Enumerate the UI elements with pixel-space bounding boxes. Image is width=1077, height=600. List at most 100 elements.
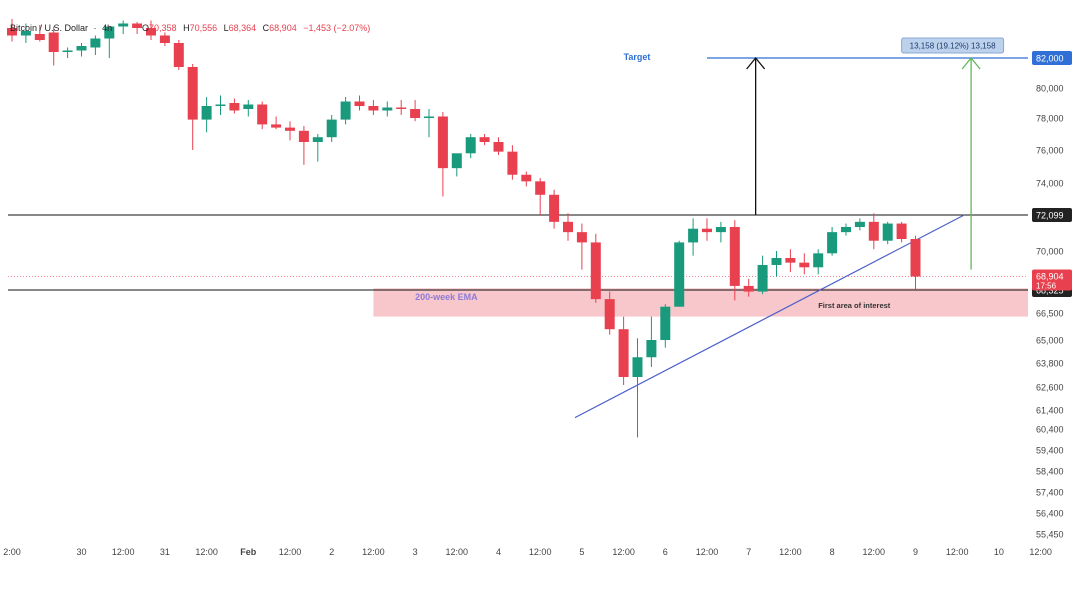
candle-up xyxy=(340,97,351,125)
candle-up xyxy=(76,43,87,57)
candle-down xyxy=(896,221,907,243)
candle-down xyxy=(868,213,879,250)
candle-body xyxy=(48,32,59,52)
target-annotation: Target xyxy=(624,52,651,62)
candle-body xyxy=(771,257,782,265)
y-tick-label: 78,000 xyxy=(1036,114,1064,124)
y-tick-tag xyxy=(1032,208,1072,222)
last-price-value: 68,904 xyxy=(1036,272,1064,282)
candle-body xyxy=(729,226,740,286)
candle-body xyxy=(229,103,240,111)
y-tick: 55,450 xyxy=(1036,530,1064,540)
candle-body xyxy=(451,153,462,169)
y-tick: 58,400 xyxy=(1036,467,1064,477)
candle-up xyxy=(646,316,657,367)
candle-body xyxy=(312,137,323,142)
candle-body xyxy=(563,221,573,233)
candle-body xyxy=(159,35,170,43)
arrow-head xyxy=(746,56,766,70)
candle-up xyxy=(813,249,824,275)
candle-body xyxy=(354,101,365,106)
open-value: 70,358 xyxy=(149,23,177,33)
trend-line xyxy=(574,214,965,419)
y-tick: 76,000 xyxy=(1036,146,1064,156)
candle-up xyxy=(312,134,323,162)
candle-body xyxy=(132,23,143,28)
candle-body xyxy=(521,174,532,182)
x-tick-label: 12:00 xyxy=(112,547,135,557)
candle-body xyxy=(590,242,601,300)
x-tick-label: 7 xyxy=(746,547,751,557)
x-tick-label: 12:00 xyxy=(1029,547,1052,557)
candle-body xyxy=(146,28,156,36)
candle-down xyxy=(354,95,365,111)
candle-down xyxy=(799,253,810,275)
candle-body xyxy=(326,119,337,138)
y-tick: 60,400 xyxy=(1036,425,1064,435)
x-tick-label: 12:00 xyxy=(946,547,969,557)
y-tick: 74,000 xyxy=(1036,179,1064,189)
interval-label: 4h xyxy=(102,23,112,33)
y-tick-label: 58,400 xyxy=(1036,467,1064,477)
close-value: 68,904 xyxy=(269,23,297,33)
candle-down xyxy=(535,178,546,215)
high-value: 70,556 xyxy=(190,23,218,33)
candle-body xyxy=(410,109,421,118)
symbol-name: Bitcoin / U.S. Dollar xyxy=(10,23,88,33)
candle-up xyxy=(827,226,838,256)
low-value: 68,364 xyxy=(229,23,257,33)
candle-down xyxy=(257,101,268,130)
candle-body xyxy=(34,34,45,40)
x-tick-label: 12:00 xyxy=(279,547,302,557)
candle-down xyxy=(7,19,17,42)
candle-down xyxy=(493,137,504,155)
candle-body xyxy=(7,28,17,36)
last-price-sub: 17:56 xyxy=(1036,282,1057,291)
y-tick: 63,800 xyxy=(1036,359,1064,369)
last-price-box xyxy=(1032,269,1072,291)
x-tick-label: 8 xyxy=(830,547,835,557)
candle-down xyxy=(48,26,59,66)
candle-body xyxy=(465,137,476,154)
measure-tag: 13,158 (19.12%) 13,158 xyxy=(901,37,1005,54)
candle-body xyxy=(743,285,754,292)
interest-annotation: First area of interest xyxy=(818,301,891,310)
y-tick: 78,000 xyxy=(1036,114,1064,124)
candle-body xyxy=(632,357,643,377)
y-tick-label: 80,000 xyxy=(1036,84,1064,94)
y-tick-label: 57,400 xyxy=(1036,488,1064,498)
y-tick: 62,600 xyxy=(1036,383,1064,393)
candle-body xyxy=(854,221,865,227)
x-tick-label: 4 xyxy=(496,547,501,557)
candle-body xyxy=(437,116,448,169)
candle-up xyxy=(20,23,31,43)
x-tick-label: 12:00 xyxy=(195,547,218,557)
candle-body xyxy=(799,262,810,268)
ema-annotation: 200-week EMA xyxy=(415,292,478,302)
candle-down xyxy=(576,223,587,270)
x-tick-label: 12:00 xyxy=(696,547,719,557)
candle-body xyxy=(646,340,657,358)
open-key: O xyxy=(142,23,149,33)
candle-body xyxy=(507,151,518,175)
candle-body xyxy=(201,106,212,120)
candle-body xyxy=(187,67,198,120)
symbol-label: Bitcoin / U.S. Dollar · 4h xyxy=(10,23,112,33)
candle-body xyxy=(618,329,629,377)
candle-down xyxy=(410,100,421,122)
candle-up xyxy=(382,101,393,117)
close-key: C xyxy=(263,23,270,33)
x-tick-label: 12:00 xyxy=(863,547,886,557)
x-tick-label: 30 xyxy=(76,547,86,557)
x-tick-label: 6 xyxy=(663,547,668,557)
candle-body xyxy=(576,232,587,243)
y-tick: 66,500 xyxy=(1036,309,1064,319)
candle-up xyxy=(882,221,893,245)
target-arrow-black xyxy=(746,56,766,215)
candle-down xyxy=(396,100,407,115)
y-tick-label: 70,000 xyxy=(1036,247,1064,257)
candle-up xyxy=(201,97,212,133)
candle-body xyxy=(243,104,254,109)
candle-body xyxy=(715,226,726,233)
